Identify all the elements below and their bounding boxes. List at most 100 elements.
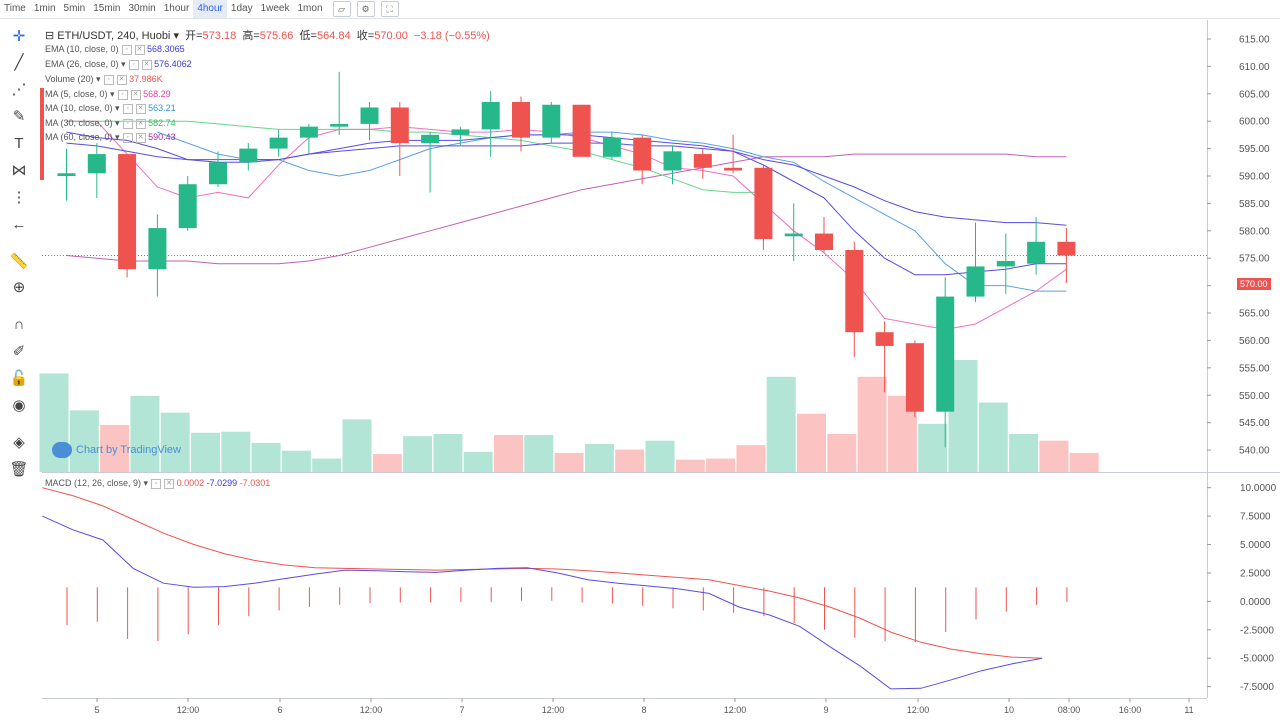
high-value: 575.66 [259, 30, 294, 42]
legend-volume[interactable]: Volume (20) ▾ ◦ ✕ 37.986K [45, 74, 163, 85]
legend-label: MACD (12, 26, close, 9) [45, 478, 142, 488]
legend-ma5[interactable]: MA (5, close, 0) ▾ ◦ ✕ 568.29 [45, 89, 171, 100]
price-tick-label: 610.00 [1239, 62, 1270, 73]
tradingview-watermark[interactable]: Chart by TradingView [52, 442, 181, 458]
tf-1hour[interactable]: 1hour [163, 3, 190, 14]
legend-value: 563.21 [148, 103, 176, 113]
volume-bar [372, 454, 402, 472]
tf-1week[interactable]: 1week [260, 3, 290, 14]
volume-bar [191, 432, 220, 472]
time-tick-label: 5 [94, 705, 99, 715]
crosshair-icon[interactable]: ✛ [12, 28, 26, 45]
volume-bar [251, 442, 281, 472]
settings-icon[interactable]: ⚙ [356, 1, 375, 17]
candle-body [118, 154, 137, 270]
volume-bar [312, 458, 342, 472]
macd-tick-label: -7.5000 [1240, 682, 1274, 693]
price-tick-label: 580.00 [1239, 226, 1270, 237]
macd-signal-line [42, 487, 1043, 659]
legend-label: MA (60, close, 0) [45, 132, 113, 142]
volume-bar [433, 433, 463, 472]
volume-bar [584, 444, 614, 472]
fib-icon[interactable]: ⋰ [11, 81, 27, 98]
trash-icon[interactable]: 🗑 [9, 461, 29, 478]
price-tick-label: 615.00 [1239, 34, 1270, 45]
volume-bar [130, 395, 160, 472]
tf-30min[interactable]: 30min [128, 3, 156, 14]
price-tick-label: 555.00 [1239, 363, 1270, 374]
trendline-icon[interactable]: ╱ [14, 54, 24, 71]
magnet-icon[interactable]: ∩ [13, 316, 25, 333]
volume-bar [615, 449, 645, 472]
collapse-icon[interactable]: ⊟ [45, 30, 55, 42]
tf-time[interactable]: Time [4, 3, 26, 14]
candle-body [542, 104, 561, 138]
brush-icon[interactable]: ✎ [12, 108, 26, 125]
price-tick-label: 575.00 [1239, 254, 1270, 265]
candle-body [1027, 241, 1046, 264]
volume-bar [827, 433, 857, 472]
ruler-icon[interactable]: 📏 [9, 253, 29, 270]
timeframe-toolbar: Time 1min 5min 15min 30min 1hour 4hour 1… [0, 0, 1280, 19]
candle-body [421, 134, 440, 144]
legend-label: MA (10, close, 0) [45, 103, 113, 113]
legend-value: 37.986K [129, 74, 163, 84]
tf-1day[interactable]: 1day [230, 3, 253, 14]
tf-15min[interactable]: 15min [93, 3, 121, 14]
volume-bar [675, 459, 705, 472]
prediction-icon[interactable]: ⋮ [11, 189, 27, 206]
tf-5min[interactable]: 5min [63, 3, 86, 14]
zoom-in-icon[interactable]: ⊕ [12, 279, 26, 296]
tf-4hour[interactable]: 4hour [193, 0, 227, 18]
pattern-icon[interactable]: ⋈ [11, 162, 27, 179]
time-tick-label: 11 [1184, 705, 1193, 715]
candle-body [936, 296, 955, 412]
text-icon[interactable]: T [14, 135, 24, 152]
time-tick-label: 7 [459, 705, 464, 715]
candle-body [1057, 241, 1076, 256]
volume-bar [524, 435, 554, 472]
legend-value: 590.43 [148, 132, 176, 142]
legend-label: MA (5, close, 0) [45, 89, 108, 99]
legend-ma10[interactable]: MA (10, close, 0) ▾ ◦ ✕ 563.21 [45, 103, 176, 114]
time-tick-label: 12:00 [542, 705, 565, 715]
eye-icon[interactable]: ◉ [12, 397, 26, 414]
chart-type-icon[interactable]: ▱ [332, 1, 351, 17]
low-value: 564.84 [316, 30, 351, 42]
legend-ema26[interactable]: EMA (26, close, 0) ▾ ◦ ✕ 576.4062 [45, 59, 192, 70]
ma60-line [66, 153, 1067, 265]
fullscreen-icon[interactable]: ⛶ [380, 1, 399, 17]
legend-ma60[interactable]: MA (60, close, 0) ▾ ◦ ✕ 590.43 [45, 132, 176, 143]
legend-macd[interactable]: MACD (12, 26, close, 9) ▾ ◦ ✕ 0.0002 -7.02… [45, 478, 271, 489]
drawing-toolbar: ✛ ╱ ⋰ ✎ T ⋈ ⋮ ← 📏 ⊕ ∩ ✐ 🔓 ◉ ◈ 🗑 [0, 19, 40, 720]
open-label: 开= [185, 30, 203, 42]
tf-1min[interactable]: 1min [33, 3, 56, 14]
volume-bar [281, 450, 311, 472]
left-edge-marker [40, 88, 44, 180]
volume-bar [978, 402, 1008, 472]
ema26-line [66, 142, 1067, 226]
ma10-line [157, 131, 1067, 292]
volume-bar [857, 376, 887, 472]
lock-icon[interactable]: 🔓 [9, 370, 29, 387]
change-value: −3.18 (−0.55%) [413, 30, 490, 42]
candle-body [905, 343, 924, 412]
candle-body [87, 154, 106, 174]
candle-body [512, 102, 530, 138]
time-tick-label: 12:00 [724, 705, 747, 715]
layers-icon[interactable]: ◈ [13, 434, 25, 451]
back-arrow-icon[interactable]: ← [11, 216, 27, 233]
price-tick-label: 585.00 [1239, 199, 1270, 210]
macd-tick-label: 10.0000 [1240, 483, 1277, 494]
tf-1mon[interactable]: 1mon [297, 3, 323, 14]
time-tick-label: 6 [277, 705, 282, 715]
stay-drawing-icon[interactable]: ✐ [12, 343, 26, 360]
legend-ema10[interactable]: EMA (10, close, 0) ◦ ✕ 568.3065 [45, 44, 185, 55]
candle-body [572, 104, 591, 157]
candle-body [724, 167, 743, 171]
legend-ma30[interactable]: MA (30, close, 0) ▾ ◦ ✕ 582.74 [45, 118, 176, 129]
price-tick-label: 590.00 [1239, 172, 1270, 183]
candle-body [239, 148, 258, 163]
open-value: 573.18 [202, 30, 237, 42]
